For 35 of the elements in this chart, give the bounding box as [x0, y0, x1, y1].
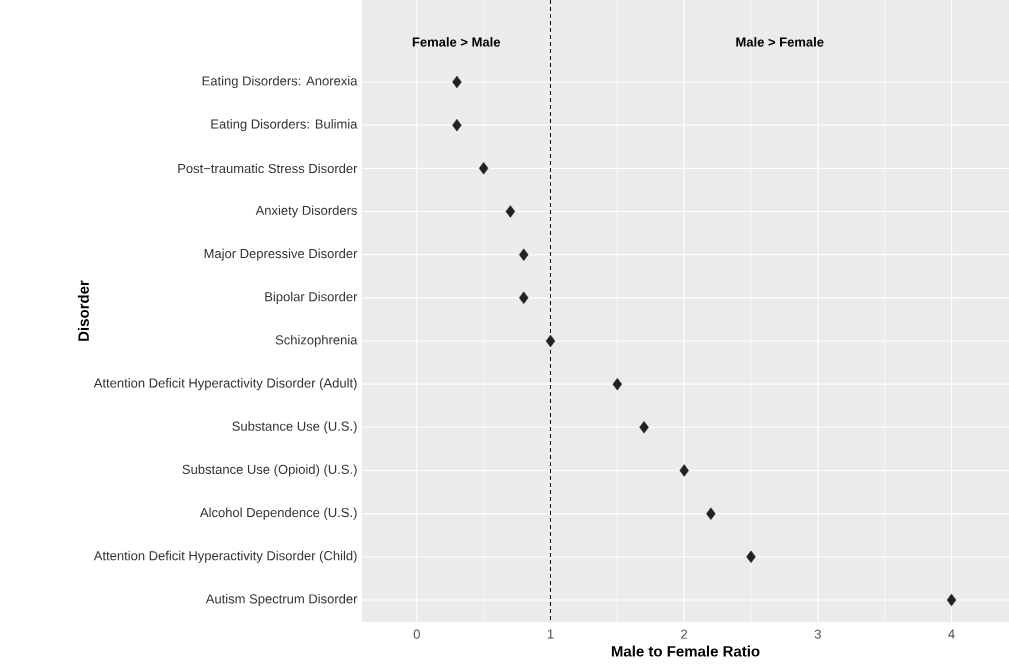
y-tick-label: Eating Disorders: Anorexia: [202, 75, 358, 89]
y-tick-label: Eating Disorders: Bulimia: [211, 119, 358, 132]
y-tick-label: Alcohol Dependence (U.S.): [199, 507, 357, 520]
point: [452, 118, 462, 132]
y-tick-label: Anxiety Disorders: [255, 205, 357, 218]
point: [946, 593, 957, 607]
text: Male > Female: [736, 37, 824, 47]
x-tick-label: 2: [681, 629, 688, 639]
y-tick-label: Autism Spectrum Disorder: [205, 593, 358, 607]
text: Female > Male: [412, 37, 501, 47]
y-tick-label: Attention Deficit Hyperactivity Disorder (Child): [93, 550, 357, 563]
x-tick-label: 0: [413, 629, 420, 639]
point: [478, 162, 489, 175]
point: [746, 550, 756, 564]
x-tick-label: 1: [547, 629, 554, 639]
y-tick-label: Schizophrenia: [275, 334, 358, 348]
y-tick-label: Bipolar Disorder: [265, 291, 358, 304]
point: [545, 334, 556, 348]
point: [612, 377, 623, 391]
point: [505, 205, 516, 218]
point: [519, 291, 529, 305]
x-tick-label: 4: [948, 629, 955, 639]
point: [519, 248, 529, 261]
point: [706, 507, 716, 520]
x-tick-label: 3: [814, 629, 821, 639]
y-tick-label: Post−traumatic Stress Disorder: [178, 163, 358, 174]
y-tick-label: Substance Use (Opioid) (U.S.): [182, 464, 357, 477]
y-tick-label: Substance Use (U.S.): [232, 421, 357, 434]
y-axis-title: Disorder: [77, 280, 89, 341]
y-tick-label: Attention Deficit Hyperactivity Disorder (Adult): [93, 378, 357, 391]
x-axis-title: Male to Female Ratio: [611, 645, 760, 657]
point: [452, 75, 462, 89]
y-tick-label: Major Depressive Disorder: [204, 248, 358, 261]
point: [679, 464, 689, 477]
point: [639, 421, 649, 434]
